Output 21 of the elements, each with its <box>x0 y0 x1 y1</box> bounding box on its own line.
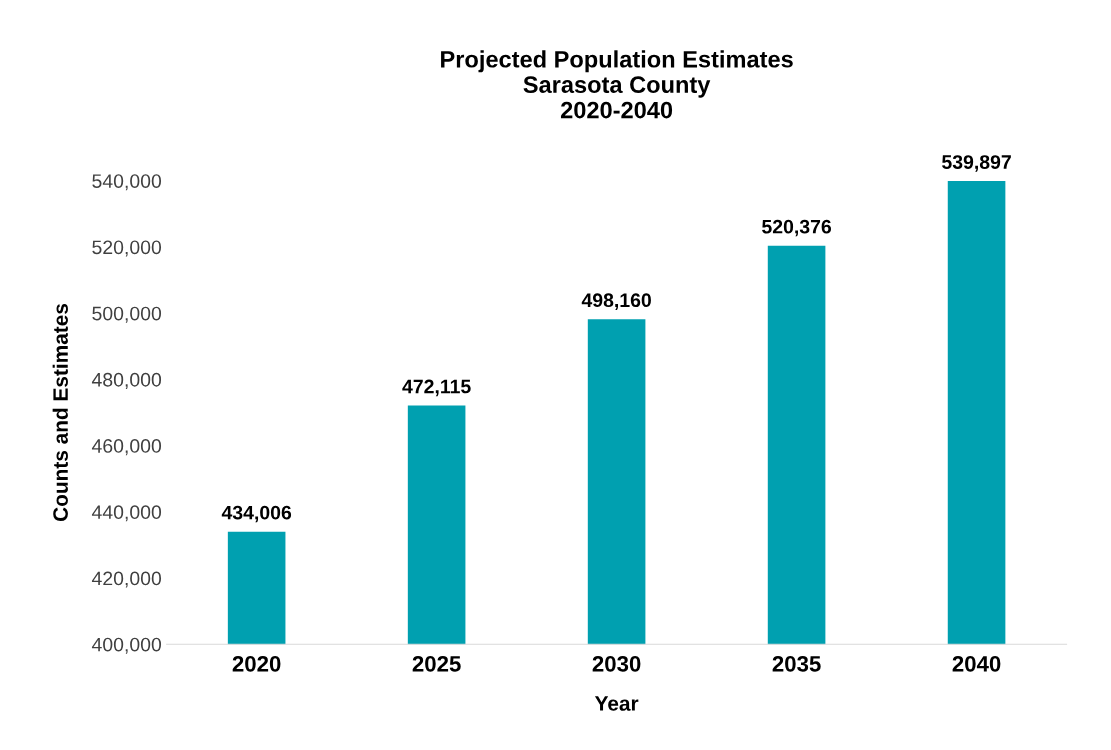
y-tick-label: 540,000 <box>92 174 162 191</box>
data-label: 498,160 <box>581 293 651 310</box>
data-label: 539,897 <box>942 155 1011 172</box>
x-tick-label: 2030 <box>592 655 641 672</box>
y-tick-label: 440,000 <box>91 505 162 522</box>
y-tick-label: 480,000 <box>91 372 162 389</box>
data-label: 520,376 <box>762 219 832 237</box>
data-label: 472,115 <box>402 379 471 397</box>
chart-title: Projected Population Estimates Sarasota County 2020-2040 <box>441 50 793 119</box>
x-tick-label: 2025 <box>412 655 461 672</box>
y-tick-label: 460,000 <box>91 439 162 456</box>
y-tick-label: 500,000 <box>92 306 162 323</box>
y-tick-label: 400,000 <box>91 637 162 654</box>
x-tick-label: 2040 <box>952 655 1001 672</box>
data-label: 434,006 <box>221 505 292 523</box>
y-tick-label: 520,000 <box>92 240 162 257</box>
x-tick-label: 2035 <box>772 655 821 672</box>
x-tick-label: 2020 <box>232 655 281 672</box>
y-axis-title: Counts and Estimates <box>52 303 68 522</box>
x-axis-title: Year <box>594 696 639 711</box>
y-tick-label: 420,000 <box>91 571 162 588</box>
